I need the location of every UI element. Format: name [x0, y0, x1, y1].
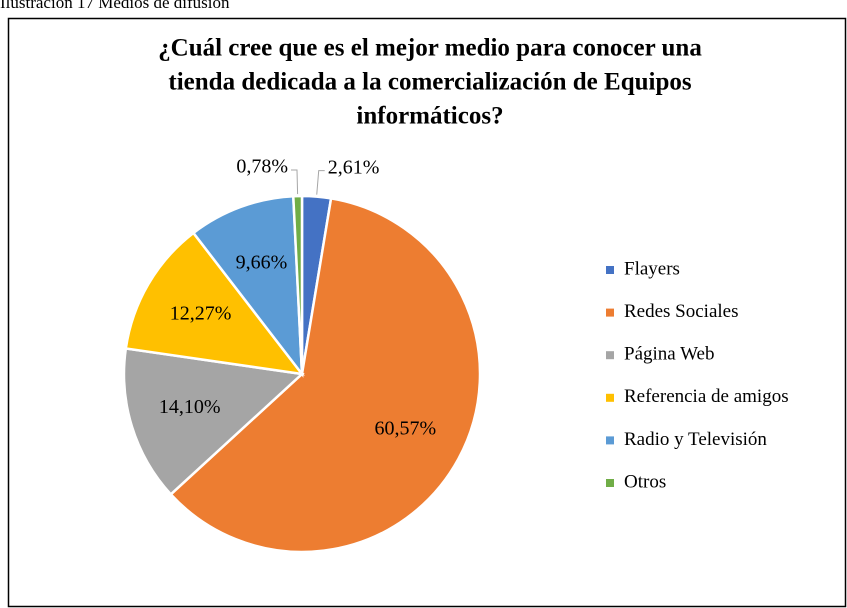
pie-slice [191, 194, 304, 378]
data-label: 0,78% [236, 156, 288, 178]
legend-label: Otros [624, 471, 666, 492]
data-label: 60,57% [374, 418, 436, 440]
leader-line [291, 169, 299, 195]
data-label: 12,27% [170, 302, 232, 324]
chart-title: tienda dedicada a la comercialización de… [168, 69, 691, 96]
data-label: 14,10% [159, 396, 221, 418]
chart-title: ¿Cuál cree que es el mejor medio para co… [158, 35, 702, 62]
data-label: 9,66% [236, 251, 288, 273]
legend-swatch [606, 351, 614, 360]
legend-label: Redes Sociales [624, 301, 739, 322]
legend-swatch [606, 393, 614, 402]
pie-slice [124, 231, 305, 376]
legend-swatch [606, 479, 614, 487]
pie-slice [169, 196, 482, 554]
legend-swatch [606, 436, 614, 445]
legend-label: Página Web [624, 344, 714, 365]
legend-swatch [606, 266, 614, 274]
pie-slice [122, 347, 305, 497]
caption: Ilustración 17 Medios de difusión [0, 0, 230, 12]
chart-title: informáticos? [356, 103, 503, 130]
pie-slice [291, 194, 304, 375]
legend-label: Referencia de amigos [624, 386, 789, 407]
data-label: 2,61% [328, 156, 380, 178]
legend-swatch [606, 308, 614, 317]
legend-label: Flayers [624, 258, 680, 279]
legend-label: Radio y Televisión [624, 429, 767, 450]
leader-line [316, 170, 325, 195]
